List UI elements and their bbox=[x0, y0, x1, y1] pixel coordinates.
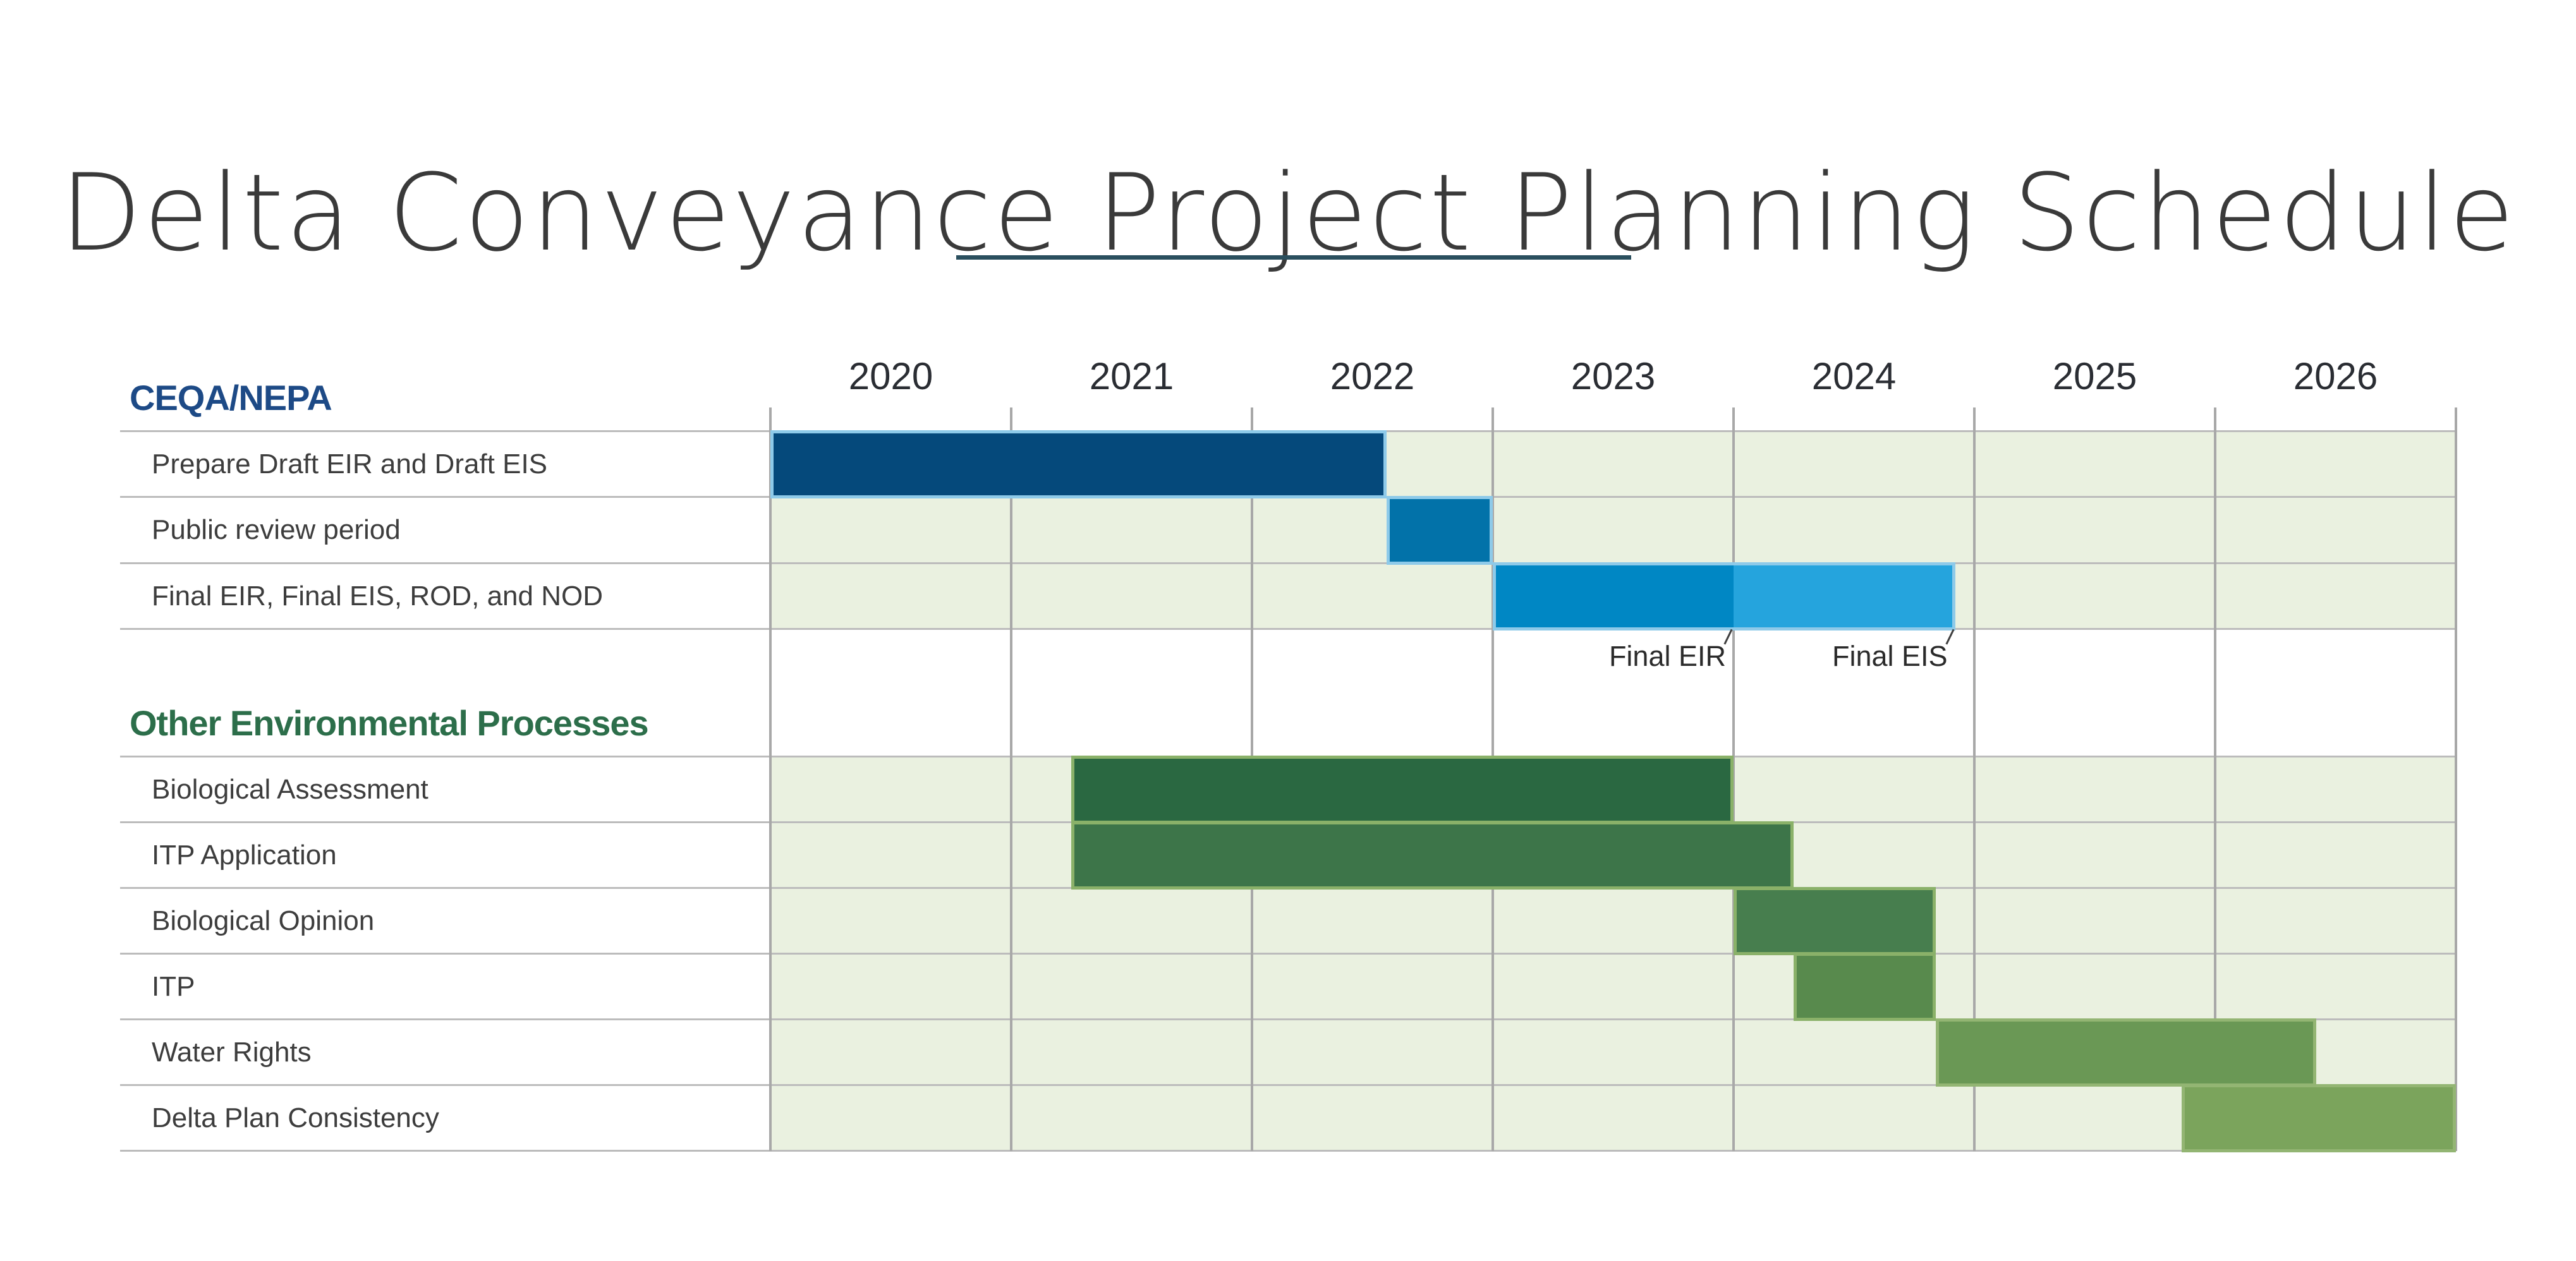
year-label-2026: 2026 bbox=[2293, 355, 2378, 397]
page-title: Delta Conveyance Project Planning Schedu… bbox=[59, 150, 2517, 275]
row-label-public-review-period: Public review period bbox=[152, 514, 401, 546]
year-gridline bbox=[769, 407, 772, 1151]
year-gridline bbox=[2214, 407, 2216, 1151]
title-underline bbox=[956, 255, 1631, 260]
section-header-ceqa-nepa: CEQA/NEPA bbox=[130, 378, 332, 418]
row-label-delta-plan-consistency: Delta Plan Consistency bbox=[152, 1102, 439, 1133]
row-label-biological-opinion: Biological Opinion bbox=[152, 905, 375, 936]
row-separator-line bbox=[120, 562, 2456, 564]
row-separator-line bbox=[120, 1084, 2456, 1086]
gantt-bar-biological-opinion bbox=[1734, 887, 1936, 955]
gantt-bar-public-review-period bbox=[1387, 496, 1493, 565]
gantt-bar-final-eir-final-eis-rod-and-nod bbox=[1734, 562, 1955, 630]
year-label-2022: 2022 bbox=[1330, 355, 1415, 397]
gantt-bar-itp bbox=[1794, 953, 1936, 1021]
row-label-final-eir-final-eis-rod-and-nod: Final EIR, Final EIS, ROD, and NOD bbox=[152, 580, 603, 612]
gantt-bar-prepare-draft-eir-and-draft-eis bbox=[770, 430, 1387, 499]
row-separator-line bbox=[120, 1150, 2456, 1152]
row-label-prepare-draft-eir-and-draft-eis: Prepare Draft EIR and Draft EIS bbox=[152, 449, 548, 480]
row-separator-line bbox=[120, 1018, 2456, 1020]
year-gridline bbox=[2455, 407, 2457, 1151]
year-label-2021: 2021 bbox=[1089, 355, 1174, 397]
year-gridline bbox=[1010, 407, 1012, 1151]
gantt-bar-final-eir-final-eis-rod-and-nod bbox=[1493, 562, 1734, 630]
year-label-2024: 2024 bbox=[1811, 355, 1897, 397]
year-label-2023: 2023 bbox=[1571, 355, 1656, 397]
gantt-bar-water-rights bbox=[1936, 1018, 2316, 1087]
gantt-bar-delta-plan-consistency bbox=[2181, 1084, 2456, 1152]
year-label-2025: 2025 bbox=[2052, 355, 2137, 397]
callout-label-final-eis: Final EIS bbox=[1832, 640, 1948, 672]
row-label-itp-application: ITP Application bbox=[152, 840, 337, 871]
section-header-other-environmental-processes: Other Environmental Processes bbox=[130, 703, 649, 743]
row-label-biological-assessment: Biological Assessment bbox=[152, 774, 428, 805]
row-separator-line bbox=[120, 627, 2456, 630]
callout-label-final-eir: Final EIR bbox=[1608, 640, 1726, 672]
gantt-bar-itp-application bbox=[1071, 821, 1794, 890]
year-gridline bbox=[1732, 407, 1735, 1151]
row-label-water-rights: Water Rights bbox=[152, 1037, 312, 1068]
year-gridline bbox=[1973, 407, 1976, 1151]
row-separator-line bbox=[120, 953, 2456, 955]
gantt-bar-biological-assessment bbox=[1071, 756, 1734, 824]
row-label-itp: ITP bbox=[152, 971, 195, 1002]
year-label-2020: 2020 bbox=[848, 355, 933, 397]
